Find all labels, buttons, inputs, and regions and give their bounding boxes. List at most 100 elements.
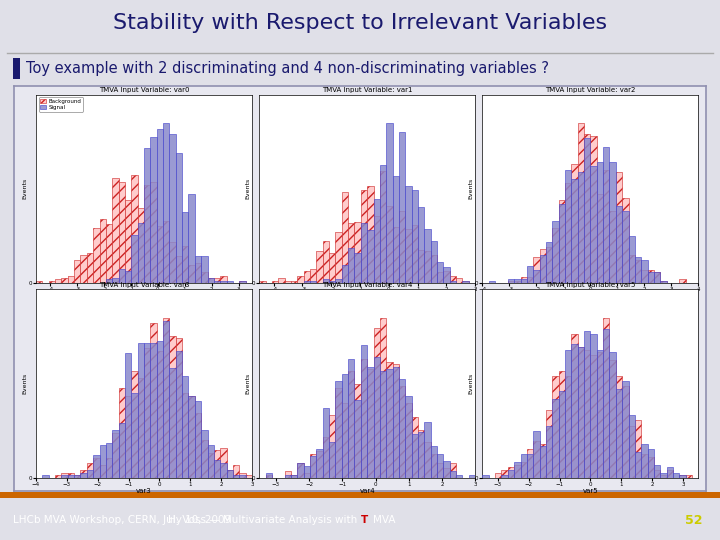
X-axis label: var5: var5 (582, 489, 598, 495)
Bar (431, 447, 437, 478)
Bar (405, 186, 412, 283)
Bar (418, 429, 424, 478)
Bar (539, 447, 546, 478)
Bar (207, 278, 214, 283)
Bar (527, 454, 534, 478)
Bar (119, 269, 125, 283)
Bar (195, 401, 201, 478)
Bar (348, 372, 354, 478)
Bar (348, 248, 354, 283)
Bar (144, 185, 150, 283)
Bar (304, 271, 310, 283)
Bar (552, 400, 559, 478)
Bar (329, 253, 336, 283)
Bar (392, 176, 399, 283)
Bar (577, 123, 584, 283)
Bar (412, 190, 418, 283)
Bar (220, 448, 227, 478)
Bar (150, 323, 157, 478)
Bar (501, 470, 508, 478)
Bar (597, 193, 603, 283)
Bar (227, 470, 233, 478)
Bar (361, 345, 367, 478)
Bar (685, 475, 692, 478)
Bar (106, 443, 112, 478)
Bar (546, 426, 552, 478)
Bar (214, 281, 220, 283)
Bar (667, 468, 673, 478)
Bar (565, 349, 572, 478)
Bar (99, 446, 106, 478)
Bar (131, 370, 138, 478)
Bar (227, 281, 233, 283)
Bar (125, 395, 131, 478)
Bar (195, 264, 201, 283)
Bar (616, 206, 622, 283)
Bar (374, 199, 380, 283)
Bar (577, 347, 584, 478)
Bar (508, 281, 514, 283)
Bar (176, 256, 182, 283)
Bar (572, 164, 577, 283)
Bar (55, 279, 61, 283)
Bar (546, 410, 552, 478)
Bar (182, 212, 189, 283)
Bar (182, 393, 189, 478)
Bar (508, 470, 514, 478)
Bar (534, 258, 539, 283)
Bar (176, 350, 182, 478)
Bar (304, 281, 310, 283)
Bar (138, 378, 144, 478)
Bar (424, 422, 431, 478)
Bar (603, 170, 609, 283)
Bar (36, 281, 42, 283)
Bar (380, 165, 386, 283)
X-axis label: var1: var1 (359, 294, 375, 300)
Bar (125, 200, 131, 283)
Bar (629, 255, 635, 283)
Bar (609, 211, 616, 283)
Y-axis label: Events: Events (468, 178, 473, 199)
Bar (590, 355, 597, 478)
Bar (310, 269, 316, 283)
Bar (336, 381, 342, 478)
Bar (572, 334, 577, 478)
Bar (176, 153, 182, 283)
Bar (386, 369, 392, 478)
Bar (354, 401, 361, 478)
Bar (546, 247, 552, 283)
Bar (150, 182, 157, 283)
Bar (354, 253, 361, 283)
Y-axis label: Events: Events (468, 373, 473, 394)
Title: TMVA Input Variable: var4: TMVA Input Variable: var4 (322, 282, 413, 288)
Bar (106, 458, 112, 478)
Text: 52: 52 (685, 514, 702, 526)
Bar (469, 476, 475, 478)
Bar (450, 471, 456, 478)
Bar (609, 360, 616, 478)
Bar (392, 364, 399, 478)
Bar (559, 200, 565, 283)
Bar (565, 183, 572, 283)
Bar (93, 455, 99, 478)
Bar (603, 318, 609, 478)
Bar (131, 235, 138, 283)
Bar (654, 465, 660, 478)
Bar (227, 470, 233, 478)
Bar (680, 279, 685, 283)
Bar (680, 475, 685, 478)
Bar (195, 256, 201, 283)
Bar (431, 241, 437, 283)
Bar (284, 476, 291, 478)
Bar (99, 219, 106, 283)
Y-axis label: Events: Events (22, 178, 27, 199)
Bar (374, 216, 380, 283)
Bar (284, 471, 291, 478)
Bar (361, 190, 367, 283)
Bar (119, 182, 125, 283)
Bar (534, 441, 539, 478)
Bar (616, 389, 622, 478)
Bar (642, 454, 647, 478)
Bar (259, 281, 266, 283)
Legend: Background, Signal: Background, Signal (39, 97, 83, 112)
